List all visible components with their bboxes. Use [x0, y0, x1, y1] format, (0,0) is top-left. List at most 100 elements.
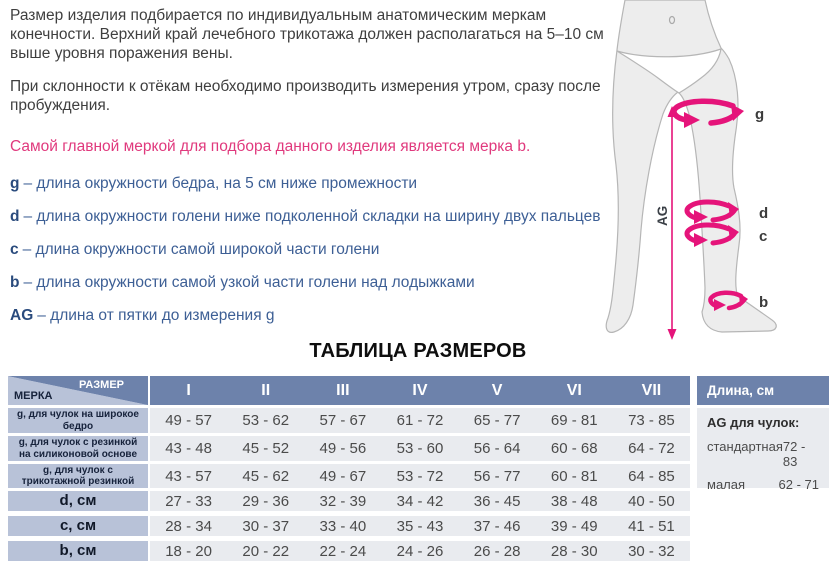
column-header: III	[336, 381, 350, 399]
size-table: РАЗМЕР МЕРКА I II III IV V VI VII g, для…	[8, 376, 690, 566]
b-arrow-label: b	[759, 294, 768, 311]
table-cell: 43 - 48	[165, 440, 212, 457]
table-cell: 61 - 72	[396, 412, 444, 429]
length-value: 72 - 83	[782, 439, 806, 469]
table-cell: 40 - 50	[628, 492, 675, 510]
table-cell: 29 - 36	[242, 492, 290, 510]
g-measure-arrow	[671, 98, 744, 128]
table-cell: 57 - 67	[319, 412, 367, 429]
column-header: VI	[566, 381, 582, 399]
table-cell: 39 - 49	[550, 517, 598, 535]
measure-letter-g: g	[10, 175, 20, 192]
length-row-small: малая 62 - 71	[707, 477, 819, 492]
row-values: 43 - 48 45 - 52 49 - 56 53 - 60 56 - 64 …	[150, 436, 690, 461]
g-arrow-label: g	[755, 106, 764, 123]
table-row: c, см 28 - 34 30 - 37 33 - 40 35 - 43 37…	[8, 516, 690, 536]
table-column-headers: I II III IV V VI VII	[150, 376, 690, 405]
size-table-title: ТАБЛИЦА РАЗМЕРОВ	[309, 340, 527, 362]
table-cell: 73 - 85	[628, 412, 675, 429]
row-label: b, см	[8, 541, 148, 561]
length-panel-header: Длина, см	[697, 376, 829, 405]
table-row: g, для чулок с трикотажной резинкой 43 -…	[8, 464, 690, 488]
length-row-standard: стандартная 72 - 83	[707, 439, 819, 469]
measure-text-g: – длина окружности бедра, на 5 см ниже п…	[23, 175, 418, 192]
measure-letter-b: b	[10, 274, 20, 291]
table-cell: 41 - 51	[628, 517, 675, 535]
table-cell: 24 - 26	[396, 542, 444, 560]
table-corner-cell: РАЗМЕР МЕРКА	[8, 376, 148, 405]
column-header: IV	[412, 381, 428, 399]
table-cell: 65 - 77	[473, 412, 521, 429]
table-cell: 28 - 34	[165, 517, 212, 535]
column-header: VII	[641, 381, 662, 399]
measure-letter-c: c	[10, 241, 19, 258]
measure-item-ag: AG – длина от пятки до измерения g	[10, 306, 650, 325]
table-cell: 53 - 62	[242, 412, 290, 429]
measure-item-b: b – длина окружности самой узкой части го…	[10, 273, 650, 292]
row-label: g, для чулок с резинкой на силиконовой о…	[8, 436, 148, 461]
table-cell: 20 - 22	[242, 542, 290, 560]
length-panel-subtitle: AG для чулок:	[707, 415, 800, 430]
row-values: 27 - 33 29 - 36 32 - 39 34 - 42 36 - 45 …	[150, 491, 690, 511]
table-cell: 34 - 42	[396, 492, 444, 510]
leg-diagram-svg: AG g d c	[605, 0, 777, 340]
table-cell: 26 - 28	[473, 542, 521, 560]
length-panel: Длина, см AG для чулок: стандартная 72 -…	[697, 376, 829, 492]
row-label: c, см	[8, 516, 148, 536]
column-header: I	[186, 381, 191, 399]
table-cell: 53 - 60	[396, 440, 444, 457]
row-values: 43 - 57 45 - 62 49 - 67 53 - 72 56 - 77 …	[150, 464, 690, 488]
row-label: d, см	[8, 491, 148, 511]
c-arrow-label: c	[759, 228, 767, 245]
measure-text-b: – длина окружности самой узкой части гол…	[23, 274, 475, 291]
measure-item-c: c – длина окружности самой широкой части …	[10, 240, 650, 259]
navel-mark	[668, 15, 676, 25]
highlight-main-measure: Самой главной меркой для подбора данного…	[10, 138, 531, 155]
b-measure-arrow	[708, 290, 748, 311]
d-arrow-label: d	[759, 205, 768, 222]
measure-text-ag: – длина от пятки до измерения g	[37, 307, 275, 324]
measure-definitions: g – длина окружности бедра, на 5 см ниже …	[10, 174, 650, 325]
row-values: 28 - 34 30 - 37 33 - 40 35 - 43 37 - 46 …	[150, 516, 690, 536]
measure-item-g: g – длина окружности бедра, на 5 см ниже …	[10, 174, 650, 193]
table-cell: 33 - 40	[319, 517, 367, 535]
column-header: V	[491, 381, 503, 399]
table-cell: 69 - 81	[550, 412, 598, 429]
table-cell: 45 - 52	[242, 440, 290, 457]
table-cell: 49 - 57	[165, 412, 212, 429]
table-cell: 53 - 72	[396, 467, 444, 485]
length-panel-body: AG для чулок: стандартная 72 - 83 малая …	[697, 408, 829, 492]
table-cell: 30 - 32	[628, 542, 675, 560]
table-row: g, для чулок с резинкой на силиконовой о…	[8, 436, 690, 461]
table-cell: 32 - 39	[319, 492, 367, 510]
paragraph-sizing: Размер изделия подбирается по индивидуал…	[10, 7, 604, 62]
paragraph-morning: При склонности к отёкам необходимо произ…	[10, 78, 601, 114]
panties-shape	[616, 48, 722, 94]
table-cell: 56 - 77	[473, 467, 521, 485]
table-header-row: РАЗМЕР МЕРКА I II III IV V VI VII	[8, 376, 690, 405]
table-row: g, для чулок на широкое бедро 49 - 57 53…	[8, 408, 690, 433]
row-label: g, для чулок с трикотажной резинкой	[8, 464, 148, 488]
measure-text-d: – длина окружности голени ниже подколенн…	[23, 208, 601, 225]
row-values: 49 - 57 53 - 62 57 - 67 61 - 72 65 - 77 …	[150, 408, 690, 433]
measure-item-d: d – длина окружности голени ниже подколен…	[10, 207, 650, 226]
table-cell: 49 - 56	[319, 440, 367, 457]
table-cell: 30 - 37	[242, 517, 290, 535]
body-silhouette	[605, 0, 777, 333]
table-cell: 28 - 30	[550, 542, 598, 560]
table-row: b, см 18 - 20 20 - 22 22 - 24 24 - 26 26…	[8, 541, 690, 561]
table-cell: 37 - 46	[473, 517, 521, 535]
table-cell: 27 - 33	[165, 492, 212, 510]
ag-line-label: AG	[655, 206, 670, 226]
corner-label-size: РАЗМЕР	[78, 379, 124, 391]
measure-text-c: – длина окружности самой широкой части г…	[22, 241, 380, 258]
corner-label-measure: МЕРКА	[14, 390, 53, 402]
row-label: g, для чулок на широкое бедро	[8, 408, 148, 433]
length-value: 62 - 71	[778, 477, 819, 492]
table-cell: 60 - 68	[550, 440, 598, 457]
length-label: стандартная	[707, 439, 783, 454]
table-cell: 38 - 48	[550, 492, 598, 510]
c-measure-arrow	[684, 222, 739, 247]
table-cell: 56 - 64	[473, 440, 521, 457]
